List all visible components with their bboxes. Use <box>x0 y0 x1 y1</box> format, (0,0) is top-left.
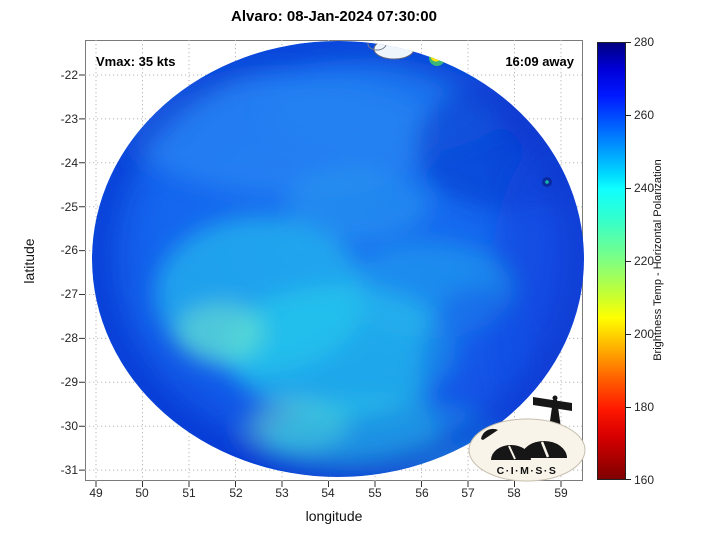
colorbar-tick-mark <box>626 115 631 116</box>
y-tick-label: -27 <box>60 287 78 301</box>
colorbar-tick-mark <box>626 42 631 43</box>
logo-tower-top <box>552 395 558 401</box>
swath-image: C·I·M·S·S <box>79 40 586 487</box>
y-tick-label: -24 <box>60 156 78 170</box>
colorbar-tick-mark <box>626 479 631 480</box>
x-tick-label: 53 <box>275 486 289 500</box>
x-tick-label: 50 <box>135 486 149 500</box>
colorbar-tick-label: 160 <box>634 473 655 487</box>
colorbar-tick-mark <box>626 261 631 262</box>
figure-title: Alvaro: 08-Jan-2024 07:30:00 <box>231 8 437 25</box>
cimss-logo-text: C·I·M·S·S <box>497 465 558 477</box>
y-tick-label: -31 <box>60 463 78 477</box>
x-tick-label: 58 <box>507 486 521 500</box>
east-edge-speck <box>542 177 552 187</box>
colorbar-tick-label: 180 <box>634 400 655 414</box>
logo-dish <box>481 428 498 440</box>
y-tick-label: -30 <box>60 419 78 433</box>
y-tick-label: -28 <box>60 331 78 345</box>
logo-dome-left-slit <box>508 445 516 460</box>
logo-dome-right-slit <box>540 441 550 458</box>
colorbar <box>597 42 626 480</box>
x-tick-label: 51 <box>182 486 196 500</box>
vmax-annotation: Vmax: 35 kts <box>96 54 176 69</box>
colorbar-tick-mark <box>626 334 631 335</box>
y-tick-label: -29 <box>60 375 78 389</box>
brightness-temp-field <box>92 41 584 477</box>
y-tick-label: -23 <box>60 112 78 126</box>
colorbar-tick-label: 220 <box>634 254 655 268</box>
x-tick-label: 56 <box>415 486 429 500</box>
y-tick-label: -25 <box>60 200 78 214</box>
colorbar-tick-label: 280 <box>634 35 655 49</box>
x-tick-label: 49 <box>89 486 103 500</box>
x-axis-label: longitude <box>305 508 363 524</box>
axis-tick-marks <box>79 74 562 487</box>
plot-area: C·I·M·S·S Vmax: 35 kts 16:09 away <box>79 40 586 487</box>
x-tick-label: 54 <box>321 486 335 500</box>
colorbar-tick-label: 200 <box>634 327 655 341</box>
x-tick-label: 57 <box>461 486 475 500</box>
colorbar-tick-label: 260 <box>634 108 655 122</box>
x-tick-label: 52 <box>229 486 243 500</box>
colorbar-tick-label: 240 <box>634 181 655 195</box>
y-tick-label: -26 <box>60 243 78 257</box>
colorbar-tick-mark <box>626 188 631 189</box>
cimss-logo: C·I·M·S·S <box>468 395 586 482</box>
x-tick-label: 55 <box>368 486 382 500</box>
y-tick-label: -22 <box>60 68 78 82</box>
colorbar-axis-label: Brightness Temp - Horizontal Polarizatio… <box>652 159 664 361</box>
time-away-annotation: 16:09 away <box>505 54 574 69</box>
colorbar-tick-mark <box>626 407 631 408</box>
x-tick-label: 59 <box>554 486 568 500</box>
